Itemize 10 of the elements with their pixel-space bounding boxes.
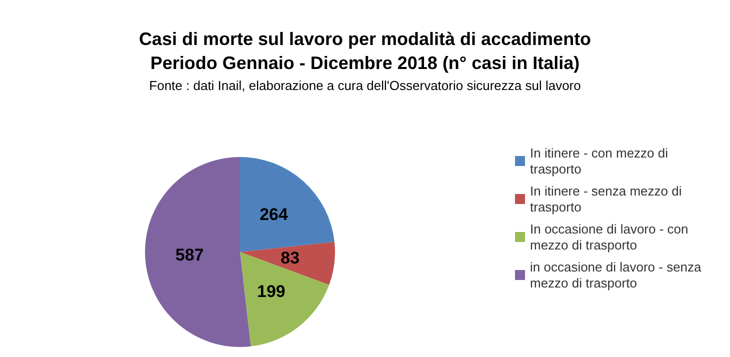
legend-label: In itinere - senza mezzo di trasporto [530, 184, 686, 214]
data-label: 587 [175, 245, 204, 264]
chart-subtitle: Fonte : dati Inail, elaborazione a cura dell'Osservatorio sicurezza sul lavoro [149, 78, 581, 93]
legend-label: In occasione di lavoro - con mezzo di trasporto [530, 222, 692, 252]
chart-title: Casi di morte sul lavoro per modalità di accadimento Periodo Gennaio - Dicembre 2018 (n° casi in Italia) [138, 29, 592, 73]
legend-label: in occasione di lavoro - senza mezzo di trasporto [530, 260, 705, 290]
data-label: 264 [260, 204, 288, 224]
legend-label: In itinere - con mezzo di trasporto [530, 146, 672, 176]
data-label: 83 [280, 248, 300, 268]
data-label: 199 [256, 282, 286, 302]
